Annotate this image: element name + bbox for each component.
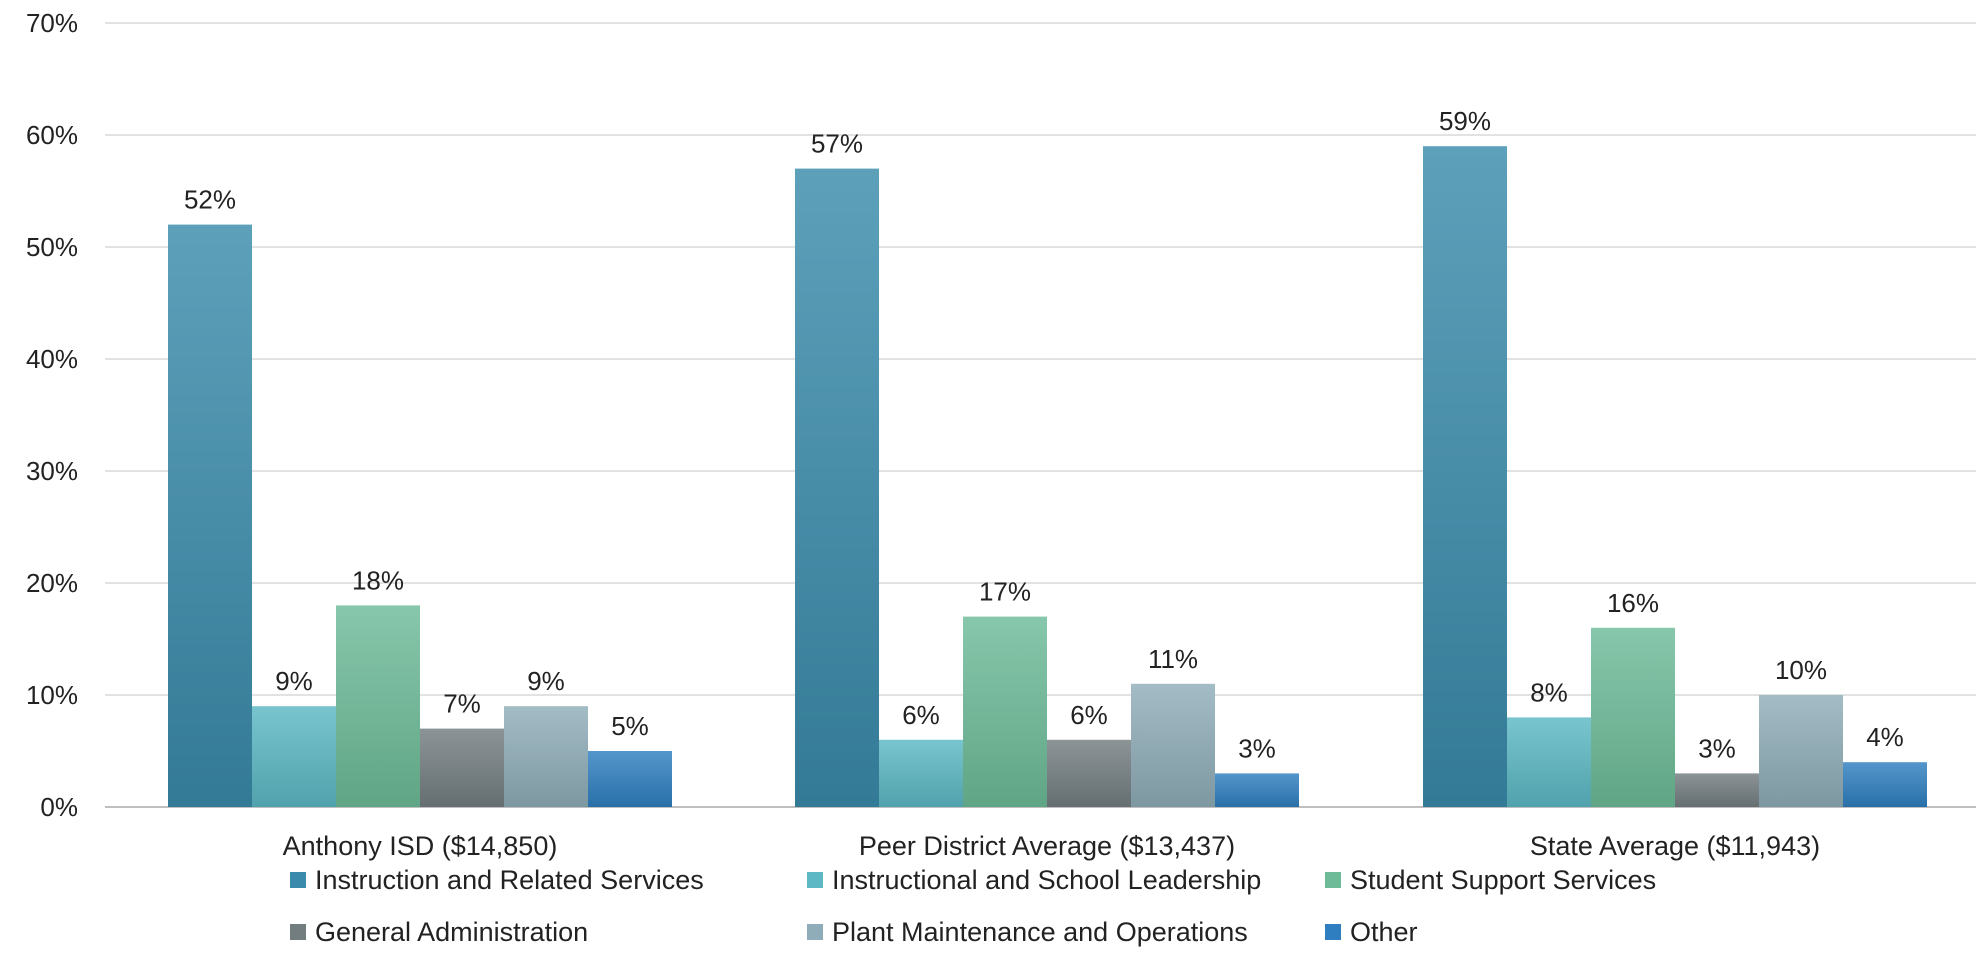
y-tick-label: 30% — [26, 456, 78, 486]
y-tick-label: 10% — [26, 680, 78, 710]
category-label: State Average ($11,943) — [1530, 831, 1820, 861]
legend-label: Student Support Services — [1350, 865, 1656, 895]
legend-label: Plant Maintenance and Operations — [832, 917, 1248, 947]
data-label: 8% — [1530, 677, 1568, 707]
data-label: 16% — [1607, 588, 1659, 618]
y-tick-label: 60% — [26, 120, 78, 150]
data-label: 6% — [902, 700, 940, 730]
bar-other-2 — [1843, 762, 1927, 807]
bar-general-administration-1 — [1047, 739, 1131, 807]
y-tick-label: 40% — [26, 344, 78, 374]
bar-plant-maintenance-and-operations-2 — [1759, 695, 1843, 807]
bar-instruction-and-related-services-1 — [795, 168, 879, 808]
data-label: 9% — [275, 666, 313, 696]
legend: Instruction and Related Services Instruct… — [290, 865, 1656, 947]
data-label: 5% — [611, 711, 649, 741]
bar-instructional-and-school-leadership-1 — [879, 739, 963, 807]
data-label: 57% — [811, 129, 863, 159]
y-tick-label: 50% — [26, 232, 78, 262]
data-label: 6% — [1070, 700, 1108, 730]
bar-other-0 — [588, 751, 672, 807]
legend-swatch — [807, 924, 823, 940]
y-tick-label: 70% — [26, 8, 78, 38]
legend-label: Instruction and Related Services — [315, 865, 704, 895]
data-label: 4% — [1866, 722, 1904, 752]
legend-swatch — [290, 872, 306, 888]
data-label: 3% — [1238, 733, 1276, 763]
bar-plant-maintenance-and-operations-0 — [504, 706, 588, 807]
data-label: 18% — [352, 565, 404, 595]
data-label: 59% — [1439, 106, 1491, 136]
data-label: 9% — [527, 666, 565, 696]
bar-student-support-services-0 — [336, 605, 420, 807]
legend-swatch — [290, 924, 306, 940]
bar-instructional-and-school-leadership-2 — [1507, 717, 1591, 807]
bar-general-administration-2 — [1675, 773, 1759, 807]
bar-student-support-services-2 — [1591, 627, 1675, 807]
legend-label: Other — [1350, 917, 1418, 947]
y-tick-label: 0% — [40, 792, 78, 822]
y-tick-label: 20% — [26, 568, 78, 598]
bar-plant-maintenance-and-operations-1 — [1131, 683, 1215, 807]
category-label: Peer District Average ($13,437) — [859, 831, 1235, 861]
data-labels: 52% 9% 18% 7% 9% 5% 57% 6% 17% 6% 11% 3% 59% 8% 16% 3% 1… — [184, 106, 1904, 763]
legend-swatch — [1325, 924, 1341, 940]
bar-general-administration-0 — [420, 728, 504, 807]
legend-label: Instructional and School Leadership — [832, 865, 1261, 895]
data-label: 11% — [1148, 644, 1198, 674]
bar-instructional-and-school-leadership-0 — [252, 706, 336, 807]
bars — [168, 146, 1927, 808]
y-axis-ticks: 0% 10% 20% 30% 40% 50% 60% 70% — [26, 8, 78, 822]
bar-instruction-and-related-services-2 — [1423, 146, 1507, 807]
data-label: 10% — [1775, 655, 1827, 685]
legend-swatch — [807, 872, 823, 888]
category-label: Anthony ISD ($14,850) — [283, 831, 558, 861]
legend-label: General Administration — [315, 917, 588, 947]
bar-instruction-and-related-services-0 — [168, 224, 252, 808]
legend-swatch — [1325, 872, 1341, 888]
data-label: 3% — [1698, 733, 1736, 763]
data-label: 7% — [443, 689, 481, 719]
category-labels: Anthony ISD ($14,850) Peer District Avera… — [283, 831, 1820, 861]
bar-student-support-services-1 — [963, 616, 1047, 807]
bar-other-1 — [1215, 773, 1299, 807]
data-label: 52% — [184, 185, 236, 215]
data-label: 17% — [979, 577, 1031, 607]
